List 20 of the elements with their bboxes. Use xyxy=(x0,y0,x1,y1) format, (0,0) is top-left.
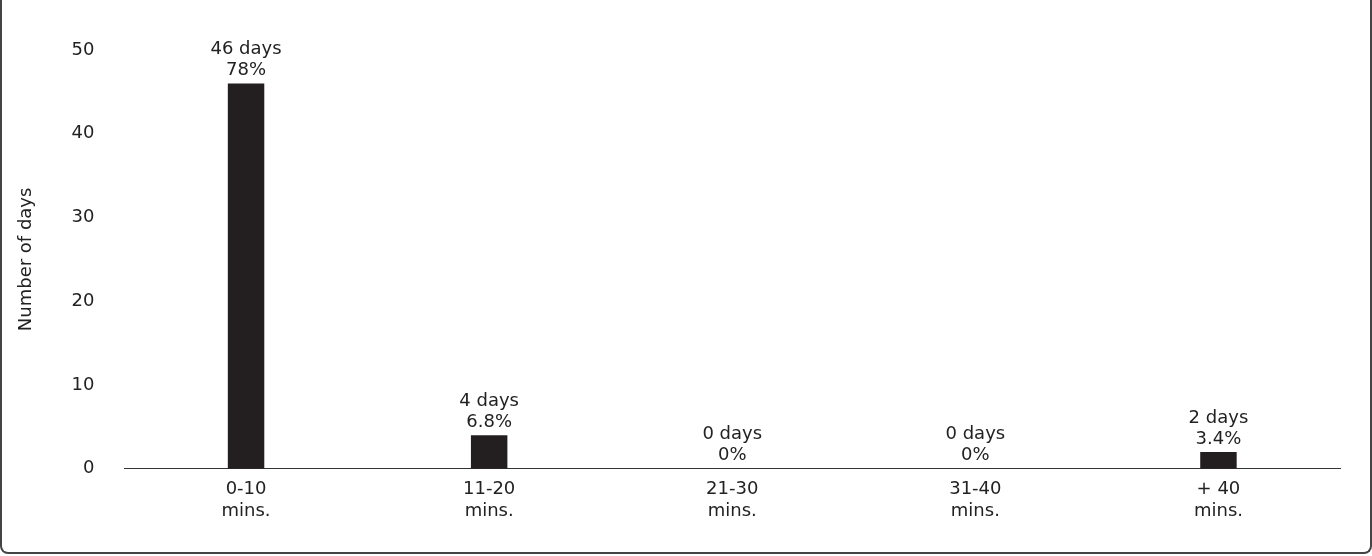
bar xyxy=(1200,452,1237,469)
data-label: 0 days 0% xyxy=(702,422,763,465)
data-label: 46 days 78% xyxy=(210,37,282,80)
y-tick-label: 40 xyxy=(71,121,95,143)
x-tick-label: + 40 mins. xyxy=(1193,477,1243,520)
y-axis-title: Number of days xyxy=(14,187,36,332)
data-label: 0 days 0% xyxy=(945,422,1006,465)
data-label: 2 days 3.4% xyxy=(1188,405,1249,448)
data-label: 4 days 6.8% xyxy=(459,388,519,431)
x-tick-label: 0-10 mins. xyxy=(221,477,271,520)
y-tick-label: 10 xyxy=(71,372,95,394)
y-tick-label: 0 xyxy=(83,456,95,478)
y-tick-label: 20 xyxy=(71,288,95,310)
y-tick-label: 30 xyxy=(71,205,95,227)
x-tick-label: 11-20 mins. xyxy=(463,477,516,520)
bar xyxy=(227,83,265,469)
x-tick-label: 31-40 mins. xyxy=(949,477,1002,520)
y-tick-label: 50 xyxy=(71,37,95,59)
bar xyxy=(470,435,508,469)
x-tick-label: 21-30 mins. xyxy=(706,477,759,520)
